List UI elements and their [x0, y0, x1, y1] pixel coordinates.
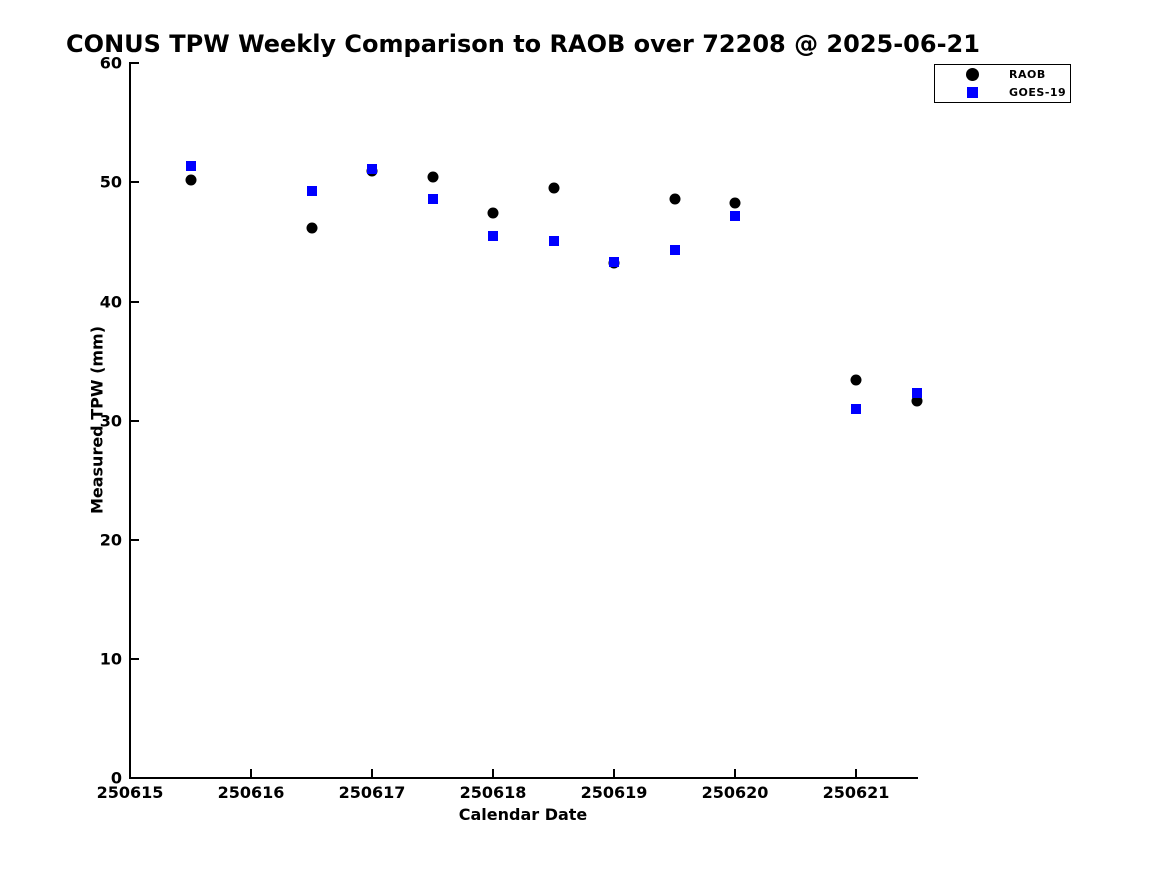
y-axis-tick — [131, 777, 139, 780]
legend-label-raob: RAOB — [1009, 68, 1046, 82]
legend-marker-cell — [965, 68, 979, 82]
x-tick-label: 250616 — [217, 783, 285, 802]
y-tick-label: 30 — [99, 411, 122, 431]
y-axis-tick — [131, 62, 139, 65]
raob-data-point — [911, 395, 922, 407]
raob-data-point — [850, 374, 862, 386]
x-tick-label: 250615 — [96, 783, 164, 802]
goes-19-data-point — [911, 388, 922, 399]
raob-data-point — [427, 171, 438, 182]
goes-19-data-point — [669, 245, 680, 256]
raob-data-point — [729, 197, 741, 209]
raob-data-point — [669, 193, 680, 205]
raob-circle-marker-icon — [965, 68, 979, 82]
x-axis-line — [129, 777, 918, 779]
legend-row-goes19: GOES-19 — [935, 84, 1070, 100]
y-axis-tick — [131, 181, 139, 184]
legend: RAOB GOES-19 — [934, 64, 1071, 103]
goes-19-data-point — [427, 194, 438, 205]
raob-data-point — [306, 222, 317, 234]
legend-marker-cell — [965, 86, 979, 98]
x-axis-tick — [855, 769, 857, 777]
legend-row-raob: RAOB — [935, 67, 1070, 83]
y-axis-line — [129, 62, 131, 779]
y-tick-label: 60 — [99, 53, 122, 73]
y-axis-tick — [131, 538, 139, 541]
x-tick-label: 250620 — [701, 783, 769, 802]
x-axis-tick — [371, 769, 373, 777]
chart-title: CONUS TPW Weekly Comparison to RAOB over… — [66, 30, 980, 58]
x-tick-label: 250621 — [822, 783, 890, 802]
raob-data-point — [548, 182, 559, 194]
x-axis-tick — [734, 769, 736, 777]
goes-19-data-point — [185, 160, 196, 171]
goes-19-data-point — [548, 235, 559, 246]
y-tick-label: 0 — [110, 768, 122, 788]
x-tick-label: 250619 — [580, 783, 648, 802]
x-tick-label: 250617 — [338, 783, 406, 802]
raob-data-point — [185, 174, 196, 186]
goes-19-data-point — [730, 210, 740, 221]
x-axis-title: Calendar Date — [458, 805, 588, 824]
y-tick-label: 50 — [99, 172, 122, 192]
goes-19-data-point — [306, 185, 317, 196]
x-axis-tick — [613, 769, 615, 777]
x-axis-tick — [250, 769, 252, 777]
goes-19-data-point — [609, 257, 619, 268]
x-tick-label: 250618 — [459, 783, 527, 802]
y-tick-label: 10 — [99, 649, 122, 669]
y-axis-tick — [131, 658, 139, 661]
goes19-square-marker-icon — [966, 86, 978, 98]
goes-19-data-point — [851, 403, 861, 414]
y-axis-tick — [131, 300, 139, 303]
raob-data-point — [487, 207, 499, 219]
y-axis-title: Measured TPW (mm) — [87, 325, 107, 515]
goes-19-data-point — [488, 231, 498, 242]
x-axis-tick — [129, 769, 131, 777]
y-tick-label: 40 — [99, 292, 122, 312]
goes-19-data-point — [367, 164, 377, 175]
y-axis-tick — [131, 419, 139, 422]
y-tick-label: 20 — [99, 530, 122, 550]
legend-label-goes19: GOES-19 — [1009, 85, 1067, 99]
x-axis-tick — [492, 769, 494, 777]
